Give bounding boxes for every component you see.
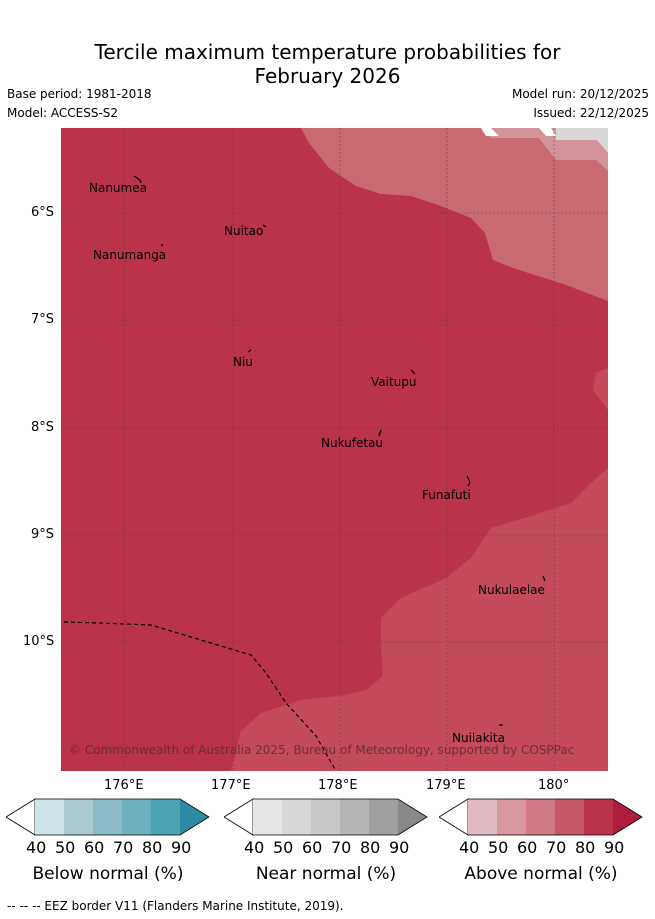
lon-label-179e: 179°E (426, 778, 466, 793)
place-labels: Nanumea Nuitao Nanumanga Niu Vaitupu Nuk… (89, 181, 545, 745)
below-swatch-40 (35, 799, 64, 835)
lat-label-6s: 6°S (31, 205, 55, 220)
near-tick-60: 60 (302, 838, 323, 857)
label-niu: Niu (233, 355, 253, 369)
above-tick-40: 40 (459, 838, 480, 857)
eez-border (63, 621, 337, 771)
lon-label-178e: 178°E (318, 778, 358, 793)
model-run: Model run: 20/12/2025 (511, 87, 649, 101)
below-swatch-70 (122, 799, 151, 835)
above-swatch-70 (555, 799, 584, 835)
near-swatch-50 (282, 799, 311, 835)
lat-label-10s: 10°S (23, 634, 55, 649)
below-tick-40: 40 (26, 838, 47, 857)
near-outline (253, 798, 428, 836)
below-swatch-80 (151, 799, 180, 835)
model-name: Model: ACCESS-S2 (7, 106, 119, 120)
above-swatch-40 (468, 799, 497, 835)
near-overflow (398, 799, 427, 835)
below-swatch-50 (64, 799, 93, 835)
above-swatch-50 (497, 799, 526, 835)
label-nukulaelae: Nukulaelae (478, 583, 545, 597)
below-swatch-60 (93, 799, 122, 835)
lon-label-177e: 177°E (211, 778, 251, 793)
near-tick-70: 70 (331, 838, 352, 857)
near-swatch-70 (340, 799, 369, 835)
island-niu (247, 349, 252, 353)
label-nuilakita: Nuilakita (452, 731, 505, 745)
label-nanumanga: Nanumanga (93, 248, 166, 262)
island-marks (133, 175, 546, 726)
above-tick-60: 60 (517, 838, 538, 857)
above-swatch-80 (584, 799, 613, 835)
colorbar-near-normal-swatches (223, 798, 428, 836)
lon-label-180: 180° (538, 778, 570, 793)
below-tick-70: 70 (113, 838, 134, 857)
title-line-1: Tercile maximum temperature probabilitie… (94, 40, 561, 64)
island-funafuti (466, 475, 471, 487)
near-tick-80: 80 (360, 838, 381, 857)
island-nuitao (262, 224, 267, 228)
colorbar-below-normal-swatches (5, 798, 210, 836)
near-swatch-80 (369, 799, 398, 835)
colorbar-above-normal (438, 798, 644, 842)
region-light (301, 128, 608, 301)
lat-label-8s: 8°S (31, 420, 55, 435)
above-tick-80: 80 (575, 838, 596, 857)
eez-legend-footer: -- -- -- EEZ border V11 (Flanders Marine… (7, 899, 344, 913)
lat-label-9s: 9°S (31, 527, 55, 542)
label-funafuti: Funafuti (422, 488, 471, 502)
above-tick-90: 90 (604, 838, 625, 857)
near-swatch-40 (253, 799, 282, 835)
lon-label-176e: 176°E (104, 778, 144, 793)
region-medium (201, 128, 608, 771)
island-nanumanga (160, 243, 164, 247)
label-nukufetau: Nukufetau (321, 436, 383, 450)
below-tick-80: 80 (142, 838, 163, 857)
lat-label-7s: 7°S (31, 312, 55, 327)
island-nukulaelae (542, 575, 546, 582)
above-swatch-60 (526, 799, 555, 835)
island-vaitupu (410, 369, 416, 375)
title-line-2: February 2026 (254, 64, 401, 88)
near-tick-40: 40 (244, 838, 265, 857)
above-tick-50: 50 (488, 838, 509, 857)
below-normal-label: Below normal (%) (32, 864, 184, 884)
below-tick-90: 90 (171, 838, 192, 857)
base-period: Base period: 1981-2018 (7, 87, 152, 101)
colorbar-near-normal (223, 798, 429, 842)
above-overflow (613, 799, 642, 835)
colorbar-above-normal-swatches (438, 798, 643, 836)
map-title: Tercile maximum temperature probabilitie… (0, 40, 655, 88)
island-nanumea (133, 175, 142, 184)
copyright-notice: © Commonwealth of Australia 2025, Bureau… (69, 743, 574, 757)
above-tick-70: 70 (546, 838, 567, 857)
near-swatch-60 (311, 799, 340, 835)
below-underflow (5, 798, 36, 836)
probability-map: Nanumea Nuitao Nanumanga Niu Vaitupu Nuk… (61, 128, 608, 771)
near-tick-90: 90 (389, 838, 410, 857)
below-tick-50: 50 (55, 838, 76, 857)
colorbar-below-normal (5, 798, 211, 842)
label-nanumea: Nanumea (89, 181, 147, 195)
issued-date: Issued: 22/12/2025 (533, 106, 649, 120)
label-vaitupu: Vaitupu (371, 375, 417, 389)
below-outline (35, 798, 210, 836)
near-underflow (223, 798, 254, 836)
no-data-gaps (481, 128, 556, 136)
above-outline (468, 798, 643, 836)
graticule (61, 128, 608, 771)
near-tick-50: 50 (273, 838, 294, 857)
island-nukufetau (378, 429, 382, 437)
region-near-normal (556, 128, 608, 153)
below-overflow (180, 799, 209, 835)
below-tick-60: 60 (84, 838, 105, 857)
above-underflow (438, 798, 469, 836)
near-normal-label: Near normal (%) (255, 864, 397, 884)
label-nuitao: Nuitao (224, 224, 263, 238)
above-normal-label: Above normal (%) (464, 864, 618, 884)
